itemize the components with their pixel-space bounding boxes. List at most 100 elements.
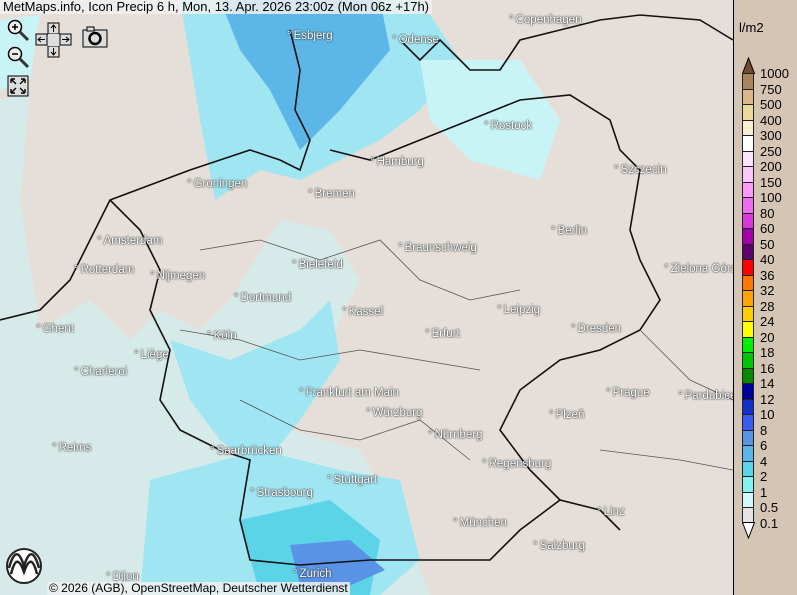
legend-label: 24 [760, 314, 775, 329]
legend-color-swatch [742, 119, 754, 136]
legend-label: 12 [760, 391, 775, 407]
city-label: Reims [52, 442, 92, 454]
city-label: Szczecin [614, 164, 667, 176]
city-label: Pardubice [678, 390, 733, 402]
legend-color-swatch [742, 259, 754, 276]
legend-color-swatch [742, 336, 754, 353]
city-label: Salzburg [533, 540, 585, 552]
city-label: Dortmund [234, 292, 292, 304]
precip-legend: l/m2 1000 750 500 400 300 250 200 150 100 80 60 50 4… [733, 0, 797, 595]
city-label: Berlin [551, 225, 587, 237]
legend-color-swatch [742, 166, 754, 183]
legend-label: 16 [760, 360, 775, 376]
city-label: Groningen [187, 178, 248, 190]
legend-label: 8 [760, 422, 768, 438]
legend-label: 300 [760, 128, 782, 143]
city-label: Copenhagen [509, 14, 582, 26]
city-label: Hamburg [370, 156, 424, 168]
city-label: Prague [606, 387, 650, 399]
city-label: Zielona Góra [664, 263, 733, 275]
legend-label: 200 [760, 159, 782, 174]
city-label: Nürnberg [428, 429, 483, 441]
city-label: Zurich [293, 568, 332, 580]
legend-color-swatch [742, 398, 754, 415]
city-label: Erfurt [425, 328, 460, 340]
city-label: Rostock [484, 120, 533, 132]
precip-area-rhine [170, 300, 340, 470]
city-label: Kassel [342, 306, 384, 318]
city-label: Nijmegen [150, 270, 206, 282]
city-label: Leipzig [497, 304, 540, 316]
city-label: Bielefeld [292, 259, 343, 271]
legend-top-triangle [742, 57, 755, 74]
city-label: Plzeň [549, 409, 585, 421]
map-title: MetMaps.info, Icon Precip 6 h, Mon, 13. … [0, 0, 432, 14]
legend-color-swatch [742, 212, 754, 229]
legend-color-swatch [742, 135, 754, 152]
legend-label: 750 [760, 81, 782, 97]
city-label: Amsterdam [97, 235, 163, 247]
legend-label: 32 [760, 283, 775, 298]
city-label: Odense [392, 34, 439, 46]
legend-label: 100 [760, 190, 782, 205]
legend-label: 250 [760, 143, 782, 159]
legend-color-swatch [742, 352, 754, 369]
legend-color-swatch [742, 460, 754, 477]
legend-color-swatch [742, 476, 754, 493]
legend-label: 28 [760, 298, 775, 314]
legend-color-swatch [742, 414, 754, 431]
legend-label: 150 [760, 174, 782, 190]
city-label: Esbjerg [287, 30, 333, 42]
legend-color-swatch [742, 321, 754, 338]
precip-field [0, 0, 733, 595]
copyright-notice: © 2026 (AGB), OpenStreetMap, Deutscher W… [47, 581, 350, 595]
legend-color-swatch [742, 445, 754, 462]
legend-label: 60 [760, 221, 775, 236]
city-label: Linz [597, 506, 625, 518]
legend-unit: l/m2 [739, 20, 764, 35]
city-label: Ghent [36, 323, 74, 335]
legend-label: 1 [760, 484, 768, 500]
legend-label: 400 [760, 112, 782, 128]
city-label: Dijon [106, 571, 139, 583]
legend-label: 4 [760, 453, 768, 469]
legend-label: 10 [760, 407, 775, 422]
legend-color-swatch [742, 243, 754, 260]
city-label: Köln [207, 330, 237, 342]
precipitation-map[interactable]: MetMaps.info, Icon Precip 6 h, Mon, 13. … [0, 0, 733, 595]
legend-label: 14 [760, 376, 775, 391]
legend-color-swatch [742, 429, 754, 446]
city-label: Rotterdam [74, 264, 135, 276]
city-label: Dresden [571, 323, 621, 335]
legend-color-swatch [742, 383, 754, 400]
city-label: Würzburg [366, 407, 423, 419]
legend-label: 0.1 [760, 515, 779, 531]
legend-label: 500 [760, 97, 782, 112]
legend-color-swatch [742, 305, 754, 322]
legend-color-swatch [742, 88, 754, 105]
legend-label: 40 [760, 252, 775, 267]
legend-color-swatch [742, 150, 754, 167]
legend-label: 18 [760, 345, 775, 360]
legend-color-swatch [742, 274, 754, 291]
legend-label: 50 [760, 236, 775, 252]
legend-color-swatch [742, 197, 754, 214]
legend-label: 2 [760, 469, 768, 484]
legend-bottom-triangle [742, 522, 755, 539]
legend-color-swatch [742, 73, 754, 90]
legend-color-swatch [742, 367, 754, 384]
city-label: Frankfurt am Main [299, 387, 399, 399]
city-label: Stuttgart [327, 474, 377, 486]
city-label: Regensburg [482, 458, 552, 470]
city-label: Liège [134, 349, 169, 361]
city-label: Bremen [308, 188, 355, 200]
legend-color-swatch [742, 181, 754, 198]
city-label: Saarbrücken [210, 445, 282, 457]
legend-color-swatch [742, 104, 754, 121]
city-label: Braunschweig [398, 242, 477, 254]
legend-label: 80 [760, 205, 775, 221]
legend-color-swatch [742, 290, 754, 307]
legend-color-swatch [742, 228, 754, 245]
legend-label: 6 [760, 438, 768, 453]
legend-label: 36 [760, 267, 775, 283]
